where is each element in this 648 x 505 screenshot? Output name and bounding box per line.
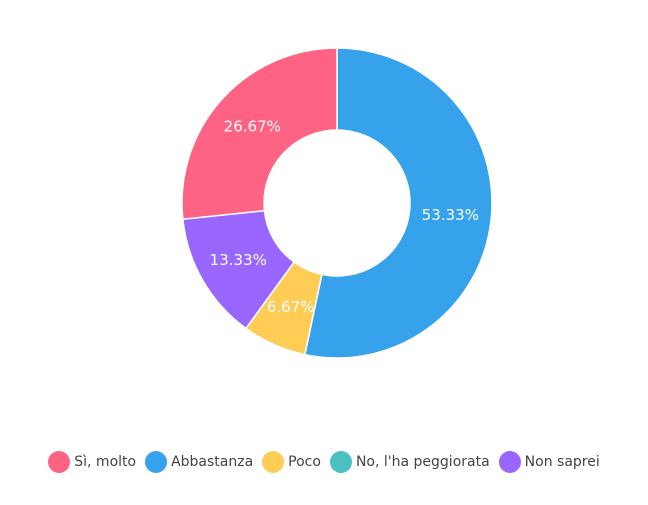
legend-item-poco[interactable]: Poco: [262, 451, 321, 473]
legend-item-abbastanza[interactable]: Abbastanza: [145, 451, 253, 473]
slice-value-label-poco: 6.67%: [267, 298, 315, 316]
slice-value-label-non-saprei: 13.33%: [210, 251, 267, 269]
chart-legend: Sì, molto Abbastanza Poco No, l'ha peggiora…: [0, 446, 648, 478]
slice-value-label-abbastanza: 53.33%: [422, 206, 479, 224]
legend-label: No, l'ha peggiorata: [355, 454, 490, 470]
legend-label: Sì, molto: [74, 454, 137, 470]
donut-slice-abbastanza[interactable]: [303, 47, 493, 359]
legend-item-non-saprei[interactable]: Non saprei: [498, 451, 600, 473]
donut-chart: 53.33% 6.67% 13.33% 26.67%: [181, 47, 493, 359]
legend-swatch: [498, 451, 521, 473]
legend-swatch: [329, 451, 352, 473]
legend-label: Abbastanza: [171, 454, 254, 470]
legend-label: Poco: [288, 454, 321, 470]
legend-swatch: [262, 451, 285, 473]
donut-chart-svg: 53.33% 6.67% 13.33% 26.67%: [181, 47, 493, 359]
legend-swatch: [145, 451, 168, 473]
donut-slice-si-molto[interactable]: [181, 47, 338, 221]
legend-swatch: [48, 451, 71, 473]
legend-label: Non saprei: [524, 454, 600, 470]
legend-item-no-l-ha-peggiorata[interactable]: No, l'ha peggiorata: [329, 451, 490, 473]
legend-item-si-molto[interactable]: Sì, molto: [48, 451, 136, 473]
slice-value-label-si-molto: 26.67%: [224, 118, 281, 136]
